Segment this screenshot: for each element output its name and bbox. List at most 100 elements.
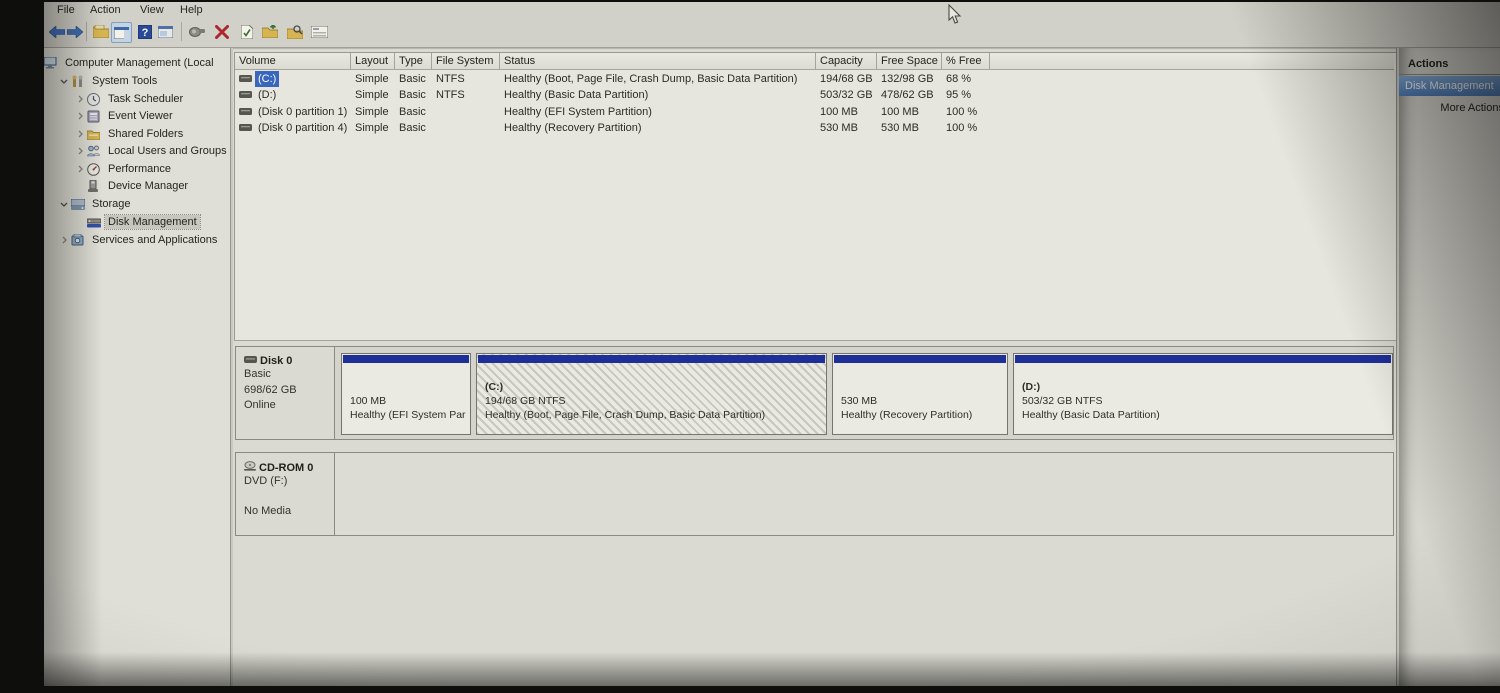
type-cell: Basic	[399, 122, 426, 134]
partition-color-stripe	[1015, 355, 1391, 363]
cdrom-label[interactable]: CD-ROM 0 DVD (F:) No Media	[236, 453, 335, 535]
tree-item-label: Device Manager	[108, 180, 189, 192]
more-actions-button[interactable]: More Actions	[1440, 102, 1500, 114]
volume-cell[interactable]: (Disk 0 partition 1)	[235, 104, 351, 120]
type-cell: Basic	[399, 73, 426, 85]
partition-size: 530 MB	[841, 395, 878, 407]
layout-cell: Simple	[355, 89, 389, 101]
table-row[interactable]: (C:) Simple Basic NTFS Healthy (Boot, Pa…	[235, 71, 1396, 87]
pctfree-cell: 100 %	[946, 122, 978, 134]
tree-item-disk-management[interactable]: Disk Management	[44, 214, 201, 230]
capacity-cell: 194/68 GB	[820, 73, 873, 85]
tree-item-shared-folders[interactable]: Shared Folders	[44, 126, 186, 142]
volume-cell[interactable]: (C:)	[235, 71, 351, 87]
table-row[interactable]: (Disk 0 partition 1) Simple Basic Health…	[235, 104, 1396, 120]
partition-c[interactable]: (C:) 194/68 GB NTFS Healthy (Boot, Page …	[476, 353, 827, 435]
capacity-cell: 100 MB	[820, 106, 858, 118]
delete-icon[interactable]	[212, 22, 231, 41]
show-action-pane-icon[interactable]	[111, 22, 132, 43]
menu-action[interactable]: Action	[90, 4, 121, 16]
partition-efi[interactable]: 100 MB Healthy (EFI System Par	[341, 353, 471, 435]
filesystem-cell: NTFS	[436, 89, 465, 101]
table-row[interactable]: (D:) Simple Basic NTFS Healthy (Basic Da…	[235, 87, 1396, 103]
chevron-right-icon[interactable]	[73, 127, 87, 141]
tree-item-label: Disk Management	[104, 214, 201, 230]
refresh-icon[interactable]	[187, 22, 206, 41]
cdrom-name: CD-ROM 0	[259, 461, 314, 474]
menu-view[interactable]: View	[140, 4, 164, 16]
column-header-type[interactable]: Type	[395, 53, 432, 70]
chevron-right-icon[interactable]	[73, 92, 87, 106]
search-folder-icon[interactable]	[285, 22, 304, 41]
freespace-cell: 100 MB	[881, 106, 919, 118]
open-folder-icon[interactable]	[260, 22, 279, 41]
task-scheduler-icon	[87, 92, 101, 106]
partition-size: 100 MB	[350, 395, 387, 407]
tree-item-services-and-applications[interactable]: Services and Applications	[44, 232, 220, 248]
column-header-volume[interactable]: Volume	[235, 53, 351, 70]
volume-cell[interactable]: (D:)	[235, 87, 351, 103]
tree-item-local-users-and-groups[interactable]: Local Users and Groups	[44, 143, 230, 159]
cdrom-empty-area[interactable]	[335, 453, 1393, 535]
divider	[1399, 74, 1500, 75]
tree-item-label: Shared Folders	[108, 128, 184, 140]
cdrom-disc-icon	[244, 461, 256, 474]
chevron-right-icon[interactable]	[73, 162, 87, 176]
filesystem-cell	[432, 120, 500, 136]
column-header-filesystem[interactable]: File System	[432, 53, 500, 70]
type-cell: Basic	[399, 89, 426, 101]
actions-title: Actions	[1408, 58, 1449, 70]
pctfree-cell: 95 %	[946, 89, 972, 101]
chevron-right-icon[interactable]	[73, 144, 87, 158]
tree-item-label: Event Viewer	[108, 110, 173, 122]
svg-text:?: ?	[141, 27, 148, 39]
menu-bar: File Action View Help	[44, 2, 1500, 18]
column-header-capacity[interactable]: Capacity	[816, 53, 877, 70]
column-header-layout[interactable]: Layout	[351, 53, 395, 70]
chevron-down-icon[interactable]	[57, 74, 71, 88]
computer-icon	[44, 57, 58, 70]
filesystem-cell	[432, 104, 500, 120]
column-header-status[interactable]: Status	[500, 53, 816, 70]
properties-doc-icon[interactable]	[237, 22, 256, 41]
table-row[interactable]: (Disk 0 partition 4) Simple Basic Health…	[235, 120, 1396, 136]
tree-item-system-tools[interactable]: System Tools	[44, 73, 160, 89]
console-window-icon[interactable]	[156, 22, 175, 41]
actions-disk-management-item[interactable]: Disk Management	[1399, 76, 1500, 96]
disk0-band: Disk 0 Basic 698/62 GB Online 100 MB Hea…	[235, 346, 1394, 440]
tree-item-task-scheduler[interactable]: Task Scheduler	[44, 91, 186, 107]
menu-file[interactable]: File	[57, 4, 75, 16]
disk-management-icon	[87, 216, 101, 229]
chevron-down-icon[interactable]	[57, 197, 71, 211]
help-icon[interactable]: ?	[135, 22, 154, 41]
capacity-cell: 530 MB	[820, 122, 858, 134]
chevron-right-icon[interactable]	[57, 233, 71, 247]
tree-item-device-manager[interactable]: Device Manager	[44, 178, 191, 194]
forward-icon[interactable]	[65, 22, 84, 41]
show-console-tree-icon[interactable]	[91, 22, 110, 41]
column-header-freespace[interactable]: Free Space	[877, 53, 942, 70]
menu-help[interactable]: Help	[180, 4, 203, 16]
back-icon[interactable]	[47, 22, 66, 41]
partition-color-stripe	[343, 355, 469, 363]
disk0-label[interactable]: Disk 0 Basic 698/62 GB Online	[236, 347, 335, 439]
volume-icon	[239, 105, 252, 115]
tree-item-event-viewer[interactable]: Event Viewer	[44, 108, 176, 124]
tree-item-performance[interactable]: Performance	[44, 161, 174, 177]
fields-icon[interactable]	[310, 22, 329, 41]
column-header-pctfree[interactable]: % Free	[942, 53, 990, 70]
users-groups-icon	[87, 145, 101, 158]
status-cell: Healthy (EFI System Partition)	[504, 106, 652, 118]
toolbar-separator	[181, 22, 182, 41]
tree-item-storage[interactable]: Storage	[44, 196, 134, 212]
chevron-right-icon[interactable]	[73, 109, 87, 123]
pctfree-cell: 100 %	[946, 106, 978, 118]
shared-folders-icon	[87, 128, 101, 141]
partition-d[interactable]: (D:) 503/32 GB NTFS Healthy (Basic Data …	[1013, 353, 1393, 435]
status-cell: Healthy (Boot, Page File, Crash Dump, Ba…	[504, 73, 798, 85]
tree-item-computer-management[interactable]: Computer Management (Local	[44, 55, 217, 71]
disk-icon	[244, 355, 257, 367]
partition-recovery[interactable]: 530 MB Healthy (Recovery Partition)	[832, 353, 1008, 435]
device-manager-icon	[87, 179, 101, 193]
volume-cell[interactable]: (Disk 0 partition 4)	[235, 120, 351, 136]
